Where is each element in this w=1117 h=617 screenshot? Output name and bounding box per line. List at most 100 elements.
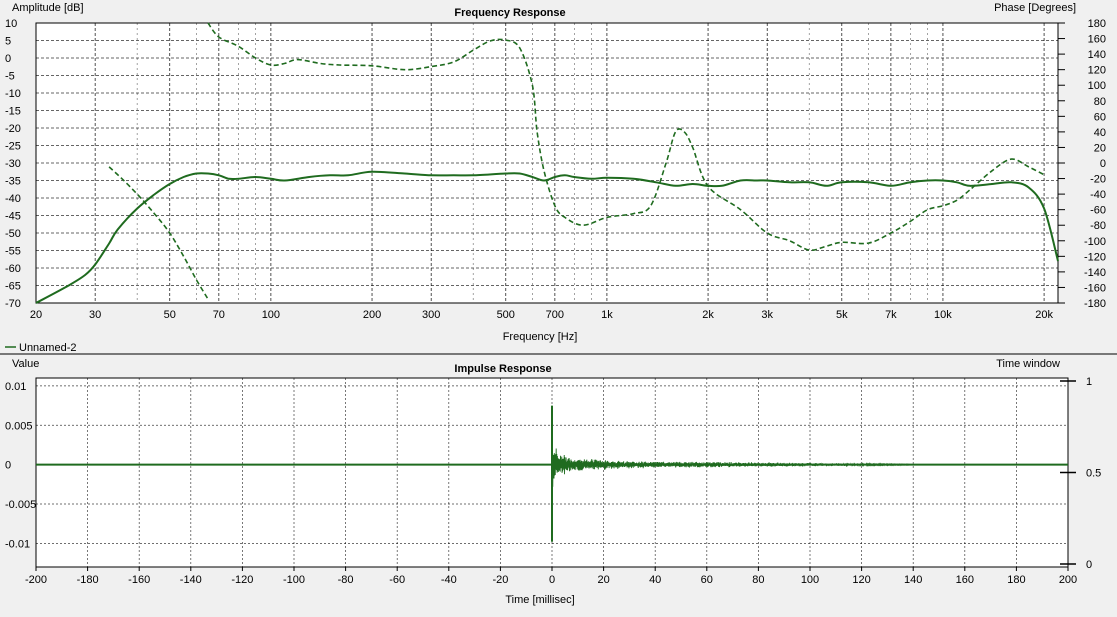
fr-ytick-label: -45 <box>5 211 21 223</box>
legend-label: Unnamed-2 <box>19 342 76 354</box>
fr-xtick-label: 30 <box>89 309 101 321</box>
fr-ytick-label: -60 <box>5 263 21 275</box>
fr-y2tick-label: -180 <box>1084 298 1106 310</box>
fr-y2label: Phase [Degrees] <box>994 2 1076 14</box>
fr-traces <box>35 22 1059 304</box>
ir-xtick-label: -180 <box>77 574 99 586</box>
fr-y2tick-label: -60 <box>1090 205 1106 217</box>
fr-y2tick-label: -120 <box>1084 251 1106 263</box>
fr-y2tick-label: -40 <box>1090 189 1106 201</box>
ir-xtick-label: 180 <box>1007 574 1025 586</box>
fr-ytick-label: -10 <box>5 88 21 100</box>
ir-xtick-label: -140 <box>180 574 202 586</box>
fr-ytick-label: -15 <box>5 106 21 118</box>
fr-y2tick-label: 120 <box>1088 65 1106 77</box>
fr-ylabel: Amplitude [dB] <box>12 2 84 14</box>
ir-ytick-label: 0.005 <box>5 420 33 432</box>
ir-decay-trace <box>552 448 914 487</box>
fr-title: Frequency Response <box>454 7 565 19</box>
fr-xtick-label: 300 <box>422 309 440 321</box>
fr-xlabel: Frequency [Hz] <box>503 331 578 343</box>
ir-xtick-label: -160 <box>128 574 150 586</box>
fr-y2tick-label: -20 <box>1090 174 1106 186</box>
ir-axes: -200 -180 -160 -140 -120 -100 -80 -60 -40 -20 0 20 4… <box>5 376 1101 586</box>
ir-xtick-label: -80 <box>338 574 354 586</box>
fr-y2tick-label: -80 <box>1090 220 1106 232</box>
ir-y2label: Time window <box>996 358 1060 370</box>
fr-y2tick-label: -100 <box>1084 236 1106 248</box>
fr-ytick-label: -65 <box>5 281 21 293</box>
ir-ytick-label: -0.01 <box>5 538 30 550</box>
fr-ytick-label: 5 <box>5 36 11 48</box>
ir-title: Impulse Response <box>454 363 551 375</box>
ir-xtick-label: -60 <box>389 574 405 586</box>
ir-y2tick-label: 0 <box>1086 559 1092 571</box>
fr-y2tick-label: 100 <box>1088 80 1106 92</box>
fr-xtick-label: 3k <box>761 309 773 321</box>
ir-xtick-label: 80 <box>752 574 764 586</box>
legend[interactable]: Unnamed-2 <box>5 342 76 354</box>
fr-ytick-label: -30 <box>5 158 21 170</box>
fr-xtick-label: 7k <box>885 309 897 321</box>
fr-phase-line <box>108 166 209 300</box>
ir-xtick-label: 200 <box>1059 574 1077 586</box>
fr-xtick-label: 700 <box>546 309 564 321</box>
fr-ytick-label: -5 <box>5 71 15 83</box>
ir-ylabel: Value <box>12 358 39 370</box>
fr-y2tick-label: 60 <box>1094 111 1106 123</box>
ir-traces <box>36 405 1068 542</box>
ir-xlabel: Time [millisec] <box>505 594 574 606</box>
ir-xtick-label: -100 <box>283 574 305 586</box>
fr-y2tick-label: -160 <box>1084 282 1106 294</box>
fr-y2tick-label: 160 <box>1088 34 1106 46</box>
ir-ytick-label: 0.01 <box>5 381 26 393</box>
fr-xtick-label: 2k <box>702 309 714 321</box>
fr-ytick-label: -25 <box>5 141 21 153</box>
fr-ytick-label: -50 <box>5 228 21 240</box>
ir-xtick-label: 160 <box>956 574 974 586</box>
ir-xtick-label: 40 <box>649 574 661 586</box>
fr-axes: 1050-5-10-15-20-25-30-35-40-45-50-55-60-… <box>5 18 1106 321</box>
ir-y2tick-label: 1 <box>1086 376 1092 388</box>
fr-ytick-label: -35 <box>5 176 21 188</box>
ir-xtick-label: -120 <box>231 574 253 586</box>
fr-y2tick-label: 0 <box>1100 158 1106 170</box>
fr-xtick-label: 10k <box>934 309 952 321</box>
ir-y2tick-label: 0.5 <box>1086 468 1101 480</box>
fr-ytick-label: 10 <box>5 18 17 30</box>
fr-magnitude-line <box>35 170 1059 304</box>
fr-xtick-label: 50 <box>164 309 176 321</box>
ir-xtick-label: -40 <box>441 574 457 586</box>
fr-ytick-label: -55 <box>5 246 21 258</box>
ir-ytick-label: -0.005 <box>5 499 36 511</box>
fr-ytick-label: -40 <box>5 193 21 205</box>
fr-ytick-label: 0 <box>5 53 11 65</box>
fr-xtick-label: 70 <box>213 309 225 321</box>
ir-xtick-label: 0 <box>549 574 555 586</box>
ir-xtick-label: 100 <box>801 574 819 586</box>
ir-xtick-label: 20 <box>597 574 609 586</box>
fr-xtick-label: 500 <box>497 309 515 321</box>
impulse-response-chart[interactable]: -200 -180 -160 -140 -120 -100 -80 -60 -40 -20 0 20 4… <box>5 358 1101 606</box>
fr-xtick-label: 20k <box>1035 309 1053 321</box>
fr-phase-line <box>207 22 1045 252</box>
fr-y2tick-label: 20 <box>1094 142 1106 154</box>
ir-xtick-label: -200 <box>25 574 47 586</box>
ir-xtick-label: 60 <box>701 574 713 586</box>
fr-y2tick-label: 140 <box>1088 49 1106 61</box>
ir-ytick-label: 0 <box>5 460 11 472</box>
ir-xtick-label: -20 <box>492 574 508 586</box>
fr-ytick-label: -20 <box>5 123 21 135</box>
ir-xtick-label: 120 <box>852 574 870 586</box>
fr-xtick-label: 20 <box>30 309 42 321</box>
fr-xtick-label: 100 <box>262 309 280 321</box>
fr-y2tick-label: 180 <box>1088 18 1106 30</box>
fr-xtick-label: 200 <box>363 309 381 321</box>
fr-xtick-label: 1k <box>601 309 613 321</box>
fr-ytick-label: -70 <box>5 298 21 310</box>
ir-xtick-label: 140 <box>904 574 922 586</box>
frequency-response-chart[interactable]: 1050-5-10-15-20-25-30-35-40-45-50-55-60-… <box>5 2 1106 343</box>
fr-y2tick-label: 40 <box>1094 127 1106 139</box>
fr-y2tick-label: -140 <box>1084 267 1106 279</box>
